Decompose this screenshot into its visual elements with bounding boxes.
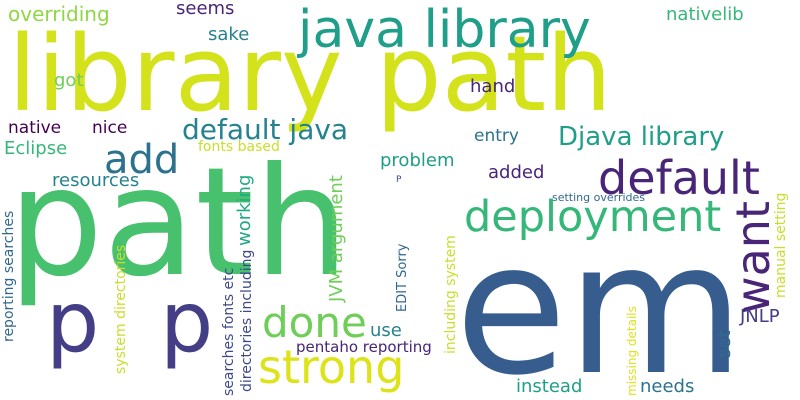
word-entry: entry: [474, 126, 519, 146]
word-needs: needs: [640, 376, 695, 397]
word-directories-including: directories including: [239, 249, 255, 392]
word-djava-library: Djava library: [558, 122, 725, 152]
word-hand: hand: [470, 76, 516, 97]
word-including-system: including system: [443, 235, 459, 354]
word-eclipse: Eclipse: [4, 138, 68, 159]
word-reporting-searches: reporting searches: [1, 210, 17, 342]
word-p-2: p: [160, 273, 214, 371]
word-nice: nice: [92, 118, 128, 138]
word-working: working: [234, 174, 255, 246]
word-path: path: [8, 136, 350, 310]
word-setting-overrides: setting overrides: [552, 191, 646, 204]
word-done: done: [262, 298, 367, 347]
word-want: want: [726, 200, 780, 314]
word-problem: problem: [380, 150, 455, 171]
word-got: got: [54, 70, 84, 91]
word-library-path: library path: [8, 13, 613, 135]
word-searches-fonts-etc: searches fonts etc: [221, 267, 237, 396]
word-jnlp: JNLP: [740, 306, 780, 327]
word-overriding: overriding: [8, 2, 110, 26]
word-nativelib: nativelib: [666, 4, 744, 25]
word-resources: resources: [52, 170, 140, 191]
word-seems: seems: [176, 0, 235, 19]
word-set: set: [714, 330, 735, 358]
word-em: em: [455, 203, 745, 400]
word-fonts-based: fonts based: [198, 139, 280, 155]
word-instead: instead: [516, 376, 583, 397]
word-native: native: [8, 118, 62, 138]
word-edit-sorry: EDIT Sorry: [395, 243, 410, 313]
word-p-1: p: [46, 273, 100, 371]
word-system-directories: system directories: [113, 244, 129, 374]
word-jvm-argument: JVM argument: [326, 175, 347, 302]
word-add: add: [104, 137, 180, 183]
word-default: default: [598, 151, 760, 205]
word-p-small: P: [396, 175, 402, 185]
word-pentaho-reporting: pentaho reporting: [296, 338, 432, 356]
word-default-java: default java: [182, 113, 349, 146]
word-deployment: deployment: [464, 192, 722, 242]
word-strong: strong: [258, 340, 405, 394]
word-added: added: [488, 162, 545, 183]
word-java-library: java library: [298, 0, 591, 60]
word-use: use: [370, 320, 402, 341]
word-missing-details: missing details: [625, 306, 639, 396]
word-sake: sake: [208, 24, 250, 45]
word-manual-setting: manual setting: [773, 192, 789, 298]
